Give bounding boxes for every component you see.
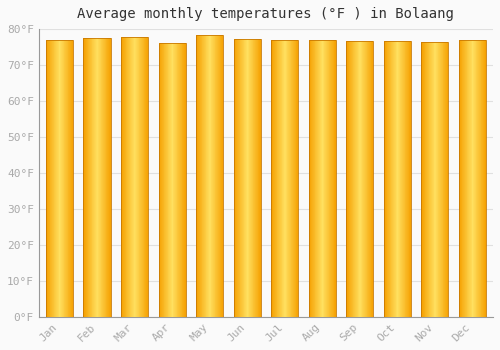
Bar bbox=[308, 40, 336, 317]
Bar bbox=[121, 37, 148, 317]
Bar bbox=[271, 40, 298, 317]
Title: Average monthly temperatures (°F ) in Bolaang: Average monthly temperatures (°F ) in Bo… bbox=[78, 7, 454, 21]
Bar bbox=[384, 41, 411, 317]
Bar bbox=[196, 35, 223, 317]
Bar bbox=[84, 38, 110, 317]
Bar bbox=[158, 43, 186, 317]
Bar bbox=[459, 40, 486, 317]
Bar bbox=[46, 40, 73, 317]
Bar bbox=[234, 39, 260, 317]
Bar bbox=[422, 42, 448, 317]
Bar bbox=[346, 41, 374, 317]
